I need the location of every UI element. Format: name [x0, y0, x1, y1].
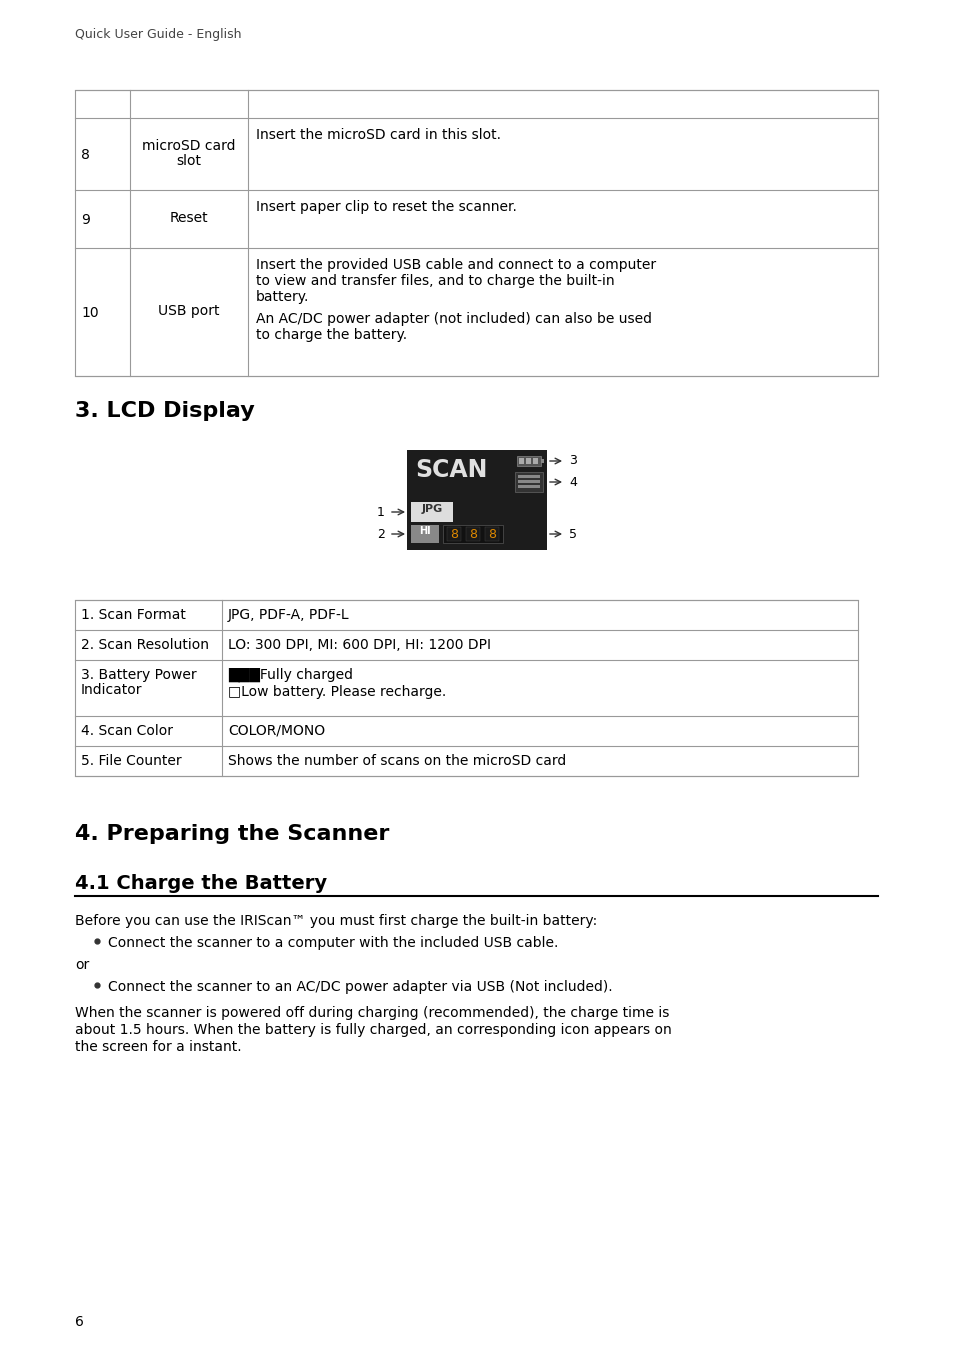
- Text: COLOR/MONO: COLOR/MONO: [228, 724, 325, 738]
- Text: LO: 300 DPI, MI: 600 DPI, HI: 1200 DPI: LO: 300 DPI, MI: 600 DPI, HI: 1200 DPI: [228, 639, 491, 652]
- Text: the screen for a instant.: the screen for a instant.: [75, 1040, 241, 1054]
- Text: 8: 8: [81, 148, 90, 162]
- Text: JPG: JPG: [421, 504, 442, 514]
- Text: Indicator: Indicator: [81, 683, 142, 697]
- Text: Insert the provided USB cable and connect to a computer: Insert the provided USB cable and connec…: [255, 258, 656, 271]
- Text: ███Fully charged: ███Fully charged: [228, 668, 353, 682]
- Text: SCAN: SCAN: [415, 458, 487, 482]
- Text: □Low battery. Please recharge.: □Low battery. Please recharge.: [228, 684, 446, 699]
- Text: 2: 2: [376, 528, 385, 540]
- Text: 9: 9: [81, 213, 90, 227]
- Text: 8: 8: [450, 528, 457, 541]
- Text: 8: 8: [469, 528, 476, 541]
- Bar: [442, 525, 502, 543]
- Text: HI: HI: [418, 526, 431, 536]
- Bar: [517, 475, 539, 478]
- Bar: [517, 485, 539, 487]
- Bar: [411, 525, 438, 543]
- Text: slot: slot: [176, 154, 201, 167]
- Bar: [533, 458, 537, 464]
- Text: or: or: [75, 958, 90, 972]
- Bar: [465, 526, 479, 541]
- Text: Quick User Guide - English: Quick User Guide - English: [75, 28, 241, 40]
- Text: Shows the number of scans on the microSD card: Shows the number of scans on the microSD…: [228, 755, 566, 768]
- Bar: [447, 526, 460, 541]
- Text: 1: 1: [376, 505, 385, 518]
- Bar: [525, 458, 531, 464]
- Text: Connect the scanner to an AC/DC power adapter via USB (Not included).: Connect the scanner to an AC/DC power ad…: [108, 980, 612, 994]
- Text: JPG, PDF-A, PDF-L: JPG, PDF-A, PDF-L: [228, 608, 349, 622]
- Text: Insert the microSD card in this slot.: Insert the microSD card in this slot.: [255, 128, 500, 142]
- Text: 10: 10: [81, 306, 98, 320]
- Text: 3. LCD Display: 3. LCD Display: [75, 401, 254, 421]
- Text: 5. File Counter: 5. File Counter: [81, 755, 181, 768]
- Text: 3. Battery Power: 3. Battery Power: [81, 668, 196, 682]
- Bar: [517, 456, 540, 466]
- Text: 6: 6: [75, 1315, 84, 1328]
- Text: 4: 4: [568, 475, 577, 489]
- Text: to view and transfer files, and to charge the built-in: to view and transfer files, and to charg…: [255, 274, 614, 288]
- Text: battery.: battery.: [255, 290, 309, 304]
- Text: 4. Scan Color: 4. Scan Color: [81, 724, 172, 738]
- Text: 4.1 Charge the Battery: 4.1 Charge the Battery: [75, 873, 327, 892]
- Text: 5: 5: [568, 528, 577, 540]
- Text: Connect the scanner to a computer with the included USB cable.: Connect the scanner to a computer with t…: [108, 936, 558, 950]
- Text: Reset: Reset: [170, 212, 208, 225]
- Bar: [518, 458, 523, 464]
- Text: 2. Scan Resolution: 2. Scan Resolution: [81, 639, 209, 652]
- Text: 1. Scan Format: 1. Scan Format: [81, 608, 186, 622]
- Bar: [515, 472, 542, 491]
- Text: Before you can use the IRIScan™ you must first charge the built-in battery:: Before you can use the IRIScan™ you must…: [75, 914, 597, 927]
- Bar: [75, 599, 857, 776]
- Text: Insert paper clip to reset the scanner.: Insert paper clip to reset the scanner.: [255, 200, 517, 215]
- Bar: [517, 481, 539, 483]
- Text: 3: 3: [568, 455, 577, 467]
- Text: USB port: USB port: [158, 305, 219, 319]
- Bar: [540, 459, 543, 463]
- Text: An AC/DC power adapter (not included) can also be used: An AC/DC power adapter (not included) ca…: [255, 312, 651, 325]
- Bar: [411, 502, 453, 522]
- Bar: [407, 450, 546, 549]
- Text: When the scanner is powered off during charging (recommended), the charge time i: When the scanner is powered off during c…: [75, 1006, 669, 1021]
- Bar: [75, 90, 877, 377]
- Text: 8: 8: [488, 528, 496, 541]
- Text: about 1.5 hours. When the battery is fully charged, an corresponding icon appear: about 1.5 hours. When the battery is ful…: [75, 1023, 671, 1037]
- Text: 4. Preparing the Scanner: 4. Preparing the Scanner: [75, 824, 389, 844]
- Bar: [484, 526, 498, 541]
- Text: to charge the battery.: to charge the battery.: [255, 328, 407, 342]
- Text: microSD card: microSD card: [142, 139, 235, 153]
